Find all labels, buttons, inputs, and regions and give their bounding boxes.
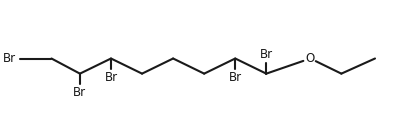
Text: Br: Br bbox=[3, 52, 16, 65]
Text: Br: Br bbox=[73, 86, 87, 99]
Text: Br: Br bbox=[229, 71, 242, 84]
Text: Br: Br bbox=[260, 48, 273, 61]
Text: O: O bbox=[306, 52, 315, 65]
Text: Br: Br bbox=[105, 71, 118, 84]
